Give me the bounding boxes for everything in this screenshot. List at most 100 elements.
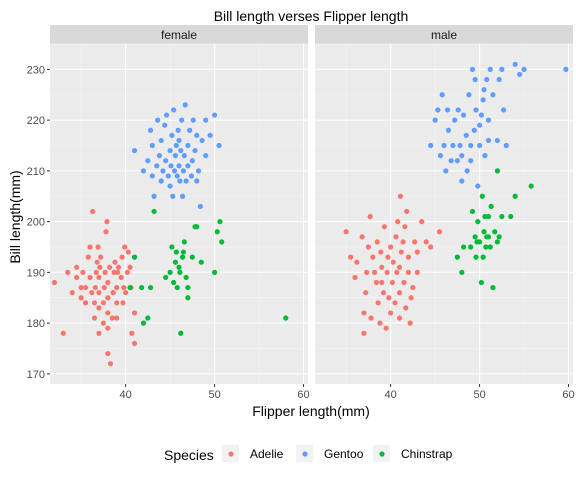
data-point-chinstrap <box>481 229 487 235</box>
data-point-gentoo <box>476 122 483 128</box>
data-point-chinstrap <box>172 259 179 265</box>
data-point-adelie <box>389 279 395 286</box>
data-point-gentoo <box>494 137 500 144</box>
data-point-chinstrap <box>189 254 195 260</box>
y-tick-label: 180 <box>27 318 45 330</box>
data-point-gentoo <box>211 112 218 118</box>
data-point-adelie <box>85 254 91 260</box>
data-point-gentoo <box>459 178 465 184</box>
data-point-chinstrap <box>147 284 154 291</box>
data-point-adelie <box>122 244 128 250</box>
legend: Species Adelie Gentoo Chinstrap <box>164 445 453 463</box>
data-point-adelie <box>390 259 396 265</box>
data-point-gentoo <box>147 127 154 133</box>
data-point-chinstrap <box>483 244 489 250</box>
legend-swatch <box>302 451 308 457</box>
x-tick-label: 50 <box>208 389 220 401</box>
data-point-gentoo <box>163 158 169 164</box>
data-point-chinstrap <box>194 224 200 230</box>
data-point-gentoo <box>182 102 188 108</box>
data-point-adelie <box>392 300 398 306</box>
data-point-chinstrap <box>468 244 474 250</box>
data-point-chinstrap <box>475 219 481 225</box>
data-point-gentoo <box>168 163 174 169</box>
data-point-chinstrap <box>181 239 187 245</box>
data-point-adelie <box>367 213 373 220</box>
legend-item-chinstrap: Chinstrap <box>373 445 453 462</box>
data-point-adelie <box>386 295 392 301</box>
data-point-adelie <box>105 325 111 331</box>
data-point-gentoo <box>485 137 492 144</box>
data-point-chinstrap <box>178 330 184 336</box>
data-point-gentoo <box>181 153 187 159</box>
data-point-adelie <box>361 330 367 336</box>
data-point-gentoo <box>454 158 460 164</box>
data-point-chinstrap <box>488 203 494 209</box>
data-point-gentoo <box>501 107 507 113</box>
data-point-gentoo <box>188 173 195 179</box>
data-point-chinstrap <box>174 284 180 291</box>
data-point-gentoo <box>563 66 569 72</box>
data-point-gentoo <box>460 112 467 118</box>
x-tick-label: 60 <box>297 389 309 401</box>
data-point-adelie <box>105 279 111 286</box>
data-point-adelie <box>90 208 96 215</box>
data-point-gentoo <box>180 168 187 174</box>
data-point-gentoo <box>149 173 155 179</box>
data-point-gentoo <box>484 76 490 83</box>
data-point-gentoo <box>475 183 481 189</box>
data-point-chinstrap <box>479 193 485 199</box>
data-point-chinstrap <box>183 274 189 281</box>
data-point-adelie <box>115 264 122 270</box>
data-point-adelie <box>105 350 111 357</box>
data-point-chinstrap <box>478 279 484 286</box>
series-adelie <box>51 208 138 367</box>
data-point-gentoo <box>167 147 173 154</box>
data-point-gentoo <box>490 92 496 98</box>
data-point-adelie <box>379 279 385 286</box>
data-point-adelie <box>102 269 108 275</box>
data-point-gentoo <box>452 117 458 123</box>
data-point-chinstrap <box>476 239 483 245</box>
facet-label: female <box>161 28 197 42</box>
data-point-adelie <box>395 219 401 225</box>
data-point-adelie <box>383 325 389 331</box>
data-point-gentoo <box>443 168 449 174</box>
data-point-chinstrap <box>508 213 514 220</box>
data-point-chinstrap <box>171 279 177 286</box>
data-point-chinstrap <box>485 234 492 240</box>
data-point-adelie <box>95 244 101 250</box>
data-point-adelie <box>375 300 381 306</box>
data-point-adelie <box>78 284 84 291</box>
data-point-gentoo <box>175 127 181 133</box>
data-point-adelie <box>100 300 106 306</box>
data-point-gentoo <box>185 163 191 169</box>
data-point-adelie <box>107 264 113 270</box>
data-point-adelie <box>89 290 95 296</box>
data-point-chinstrap <box>480 254 486 260</box>
legend-title: Species <box>164 447 214 463</box>
data-point-gentoo <box>457 142 463 149</box>
legend-label: Adelie <box>250 447 284 461</box>
data-point-adelie <box>403 305 409 311</box>
data-point-gentoo <box>448 158 454 164</box>
data-point-adelie <box>368 315 374 321</box>
data-point-chinstrap <box>459 269 465 275</box>
data-point-chinstrap <box>528 183 534 189</box>
data-point-adelie <box>123 290 129 296</box>
data-point-adelie <box>414 249 420 255</box>
data-point-adelie <box>405 254 412 260</box>
data-point-chinstrap <box>131 254 138 260</box>
data-point-adelie <box>65 269 71 275</box>
data-point-adelie <box>398 249 404 255</box>
data-point-gentoo <box>445 127 452 133</box>
data-point-gentoo <box>444 107 451 113</box>
data-point-adelie <box>103 229 109 235</box>
data-point-gentoo <box>172 153 179 159</box>
data-point-adelie <box>80 269 86 275</box>
data-point-adelie <box>378 249 384 255</box>
data-point-adelie <box>396 264 403 270</box>
data-point-adelie <box>101 284 107 291</box>
data-point-gentoo <box>435 107 441 113</box>
data-point-adelie <box>401 279 407 286</box>
